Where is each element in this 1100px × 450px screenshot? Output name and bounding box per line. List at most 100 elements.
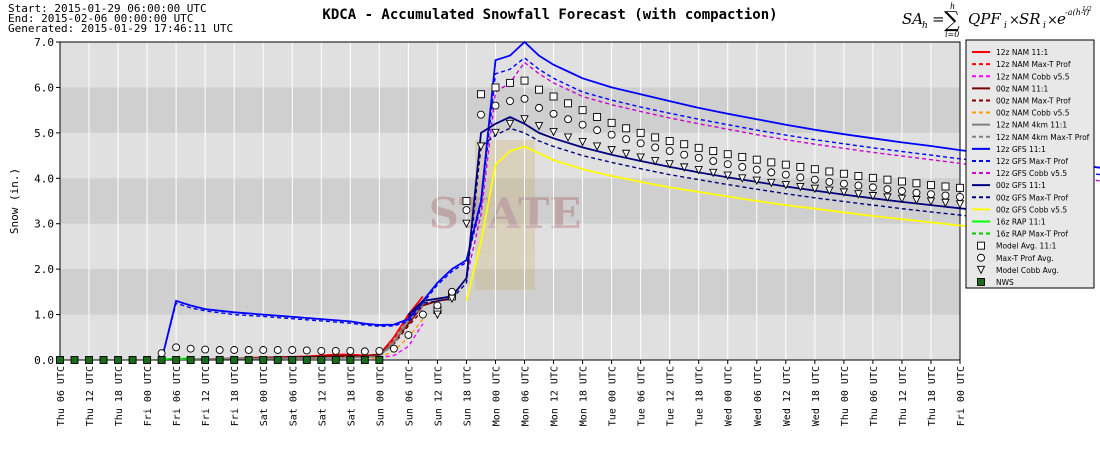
x-tick-label: Mon 18 UTC xyxy=(579,366,590,426)
marker-max-t-prof-avg xyxy=(157,349,166,358)
legend-label: NWS xyxy=(996,278,1014,287)
marker-nws xyxy=(128,356,137,364)
snow-accumulation-formula: SA h = ∑ h i=0 QPF i × SR i × e -a(h-i) … xyxy=(902,2,1092,38)
marker-max-t-prof-avg xyxy=(897,187,906,195)
marker-max-t-prof-avg xyxy=(375,346,384,355)
formula-times-1: × xyxy=(1009,13,1020,28)
x-tick-label: Sat 18 UTC xyxy=(346,366,357,426)
marker-model-avg-11-1 xyxy=(767,158,776,167)
marker-model-avg-11-1 xyxy=(941,182,950,191)
legend-swatch xyxy=(977,278,985,286)
y-tick-label: 5.0 xyxy=(34,127,54,140)
marker-nws xyxy=(85,356,93,364)
marker-model-cobb-avg xyxy=(636,153,645,162)
legend-label: 00z GFS Max-T Prof xyxy=(996,193,1068,202)
marker-max-t-prof-avg xyxy=(825,177,834,186)
marker-max-t-prof-avg xyxy=(796,173,805,182)
x-tick-label: Tue 12 UTC xyxy=(666,366,677,426)
marker-max-t-prof-avg xyxy=(230,346,239,354)
x-tick-label: Fri 12 UTC xyxy=(201,366,212,426)
marker-model-cobb-avg xyxy=(752,176,762,186)
formula-times-2: × xyxy=(1047,13,1058,28)
marker-model-avg-11-1 xyxy=(477,90,485,99)
y-axis-label: Snow (in.) xyxy=(8,168,21,234)
marker-model-cobb-avg xyxy=(491,128,500,138)
marker-model-cobb-avg xyxy=(592,142,602,151)
legend-label: 16z RAP Max-T Prof xyxy=(996,230,1068,239)
marker-model-cobb-avg xyxy=(433,310,442,320)
legend-label: 00z NAM 11:1 xyxy=(996,84,1049,93)
legend-swatch xyxy=(977,241,985,250)
x-tick-label: Thu 06 UTC xyxy=(56,366,67,426)
marker-model-cobb-avg xyxy=(679,163,689,172)
x-tick-label: Tue 06 UTC xyxy=(637,366,648,426)
x-tick-label: Thu 00 UTC xyxy=(840,366,851,426)
legend-label: 12z NAM 4km 11:1 xyxy=(996,121,1067,130)
marker-max-t-prof-avg xyxy=(578,120,587,129)
marker-max-t-prof-avg xyxy=(912,188,921,197)
marker-model-cobb-avg xyxy=(723,171,732,181)
chart-header: Start: 2015-01-29 06:00:00 UTC End: 2015… xyxy=(0,0,1100,40)
legend-label: Model Avg. 11:1 xyxy=(996,242,1057,251)
formula-lhs-sub: h xyxy=(922,21,928,31)
x-tick-label: Thu 12 UTC xyxy=(85,366,96,426)
marker-model-cobb-avg xyxy=(941,198,950,208)
x-tick-label: Wed 06 UTC xyxy=(753,366,764,426)
marker-model-avg-11-1 xyxy=(622,124,631,133)
marker-model-avg-11-1 xyxy=(520,76,529,85)
marker-model-avg-11-1 xyxy=(796,162,805,171)
x-tick-label: Thu 18 UTC xyxy=(927,366,938,426)
marker-nws xyxy=(114,356,123,364)
x-tick-label: Sat 06 UTC xyxy=(288,366,299,426)
marker-model-avg-11-1 xyxy=(506,78,514,87)
formula-sum-bottom: i=0 xyxy=(945,30,959,38)
formula-exponent: -a(h-i) xyxy=(1065,8,1089,17)
marker-model-avg-11-1 xyxy=(636,128,645,137)
marker-model-cobb-avg xyxy=(505,119,515,129)
marker-model-cobb-avg xyxy=(534,122,544,131)
series-line-12z-gfs-11-1 xyxy=(160,40,1100,361)
marker-nws xyxy=(56,356,64,364)
marker-model-avg-11-1 xyxy=(709,147,718,155)
marker-model-cobb-avg xyxy=(897,194,907,204)
x-tick-label: Mon 00 UTC xyxy=(491,366,502,426)
x-tick-label: Sat 00 UTC xyxy=(259,366,270,426)
marker-model-avg-11-1 xyxy=(897,177,906,186)
marker-model-avg-11-1 xyxy=(883,175,892,184)
marker-nws xyxy=(346,356,355,364)
marker-model-avg-11-1 xyxy=(781,160,790,169)
marker-max-t-prof-avg xyxy=(201,345,210,354)
marker-nws xyxy=(375,356,384,364)
marker-model-cobb-avg xyxy=(578,137,587,147)
x-tick-label: Sun 06 UTC xyxy=(404,366,415,426)
marker-model-avg-11-1 xyxy=(651,133,660,142)
marker-model-cobb-avg xyxy=(607,146,616,155)
legend-label: 00z GFS Cobb v5.5 xyxy=(996,205,1067,214)
x-tick-label: Sun 00 UTC xyxy=(375,366,386,426)
marker-max-t-prof-avg xyxy=(346,346,355,355)
marker-nws xyxy=(273,356,282,364)
marker-max-t-prof-avg xyxy=(767,168,776,177)
marker-max-t-prof-avg xyxy=(244,346,253,354)
x-tick-label: Thu 18 UTC xyxy=(114,366,125,426)
marker-nws xyxy=(331,356,340,364)
marker-max-t-prof-avg xyxy=(172,343,181,352)
marker-model-cobb-avg xyxy=(520,115,529,124)
y-tick-label: 7.0 xyxy=(34,36,54,49)
legend-label: Model Cobb Avg. xyxy=(996,266,1059,275)
marker-max-t-prof-avg xyxy=(956,192,964,201)
legend-label: Max-T Prof Avg. xyxy=(996,254,1054,263)
marker-nws xyxy=(244,356,253,364)
marker-model-cobb-avg xyxy=(708,168,718,178)
marker-model-avg-11-1 xyxy=(549,92,558,101)
marker-nws xyxy=(288,356,297,364)
marker-max-t-prof-avg xyxy=(636,139,645,148)
generated-time: Generated: 2015-01-29 17:46:11 UTC xyxy=(8,22,234,35)
marker-nws xyxy=(172,356,181,364)
marker-nws xyxy=(317,356,326,364)
marker-max-t-prof-avg xyxy=(418,310,427,319)
marker-max-t-prof-avg xyxy=(259,346,268,354)
marker-max-t-prof-avg xyxy=(564,115,573,124)
marker-model-cobb-avg xyxy=(447,294,457,304)
marker-max-t-prof-avg xyxy=(215,346,224,354)
